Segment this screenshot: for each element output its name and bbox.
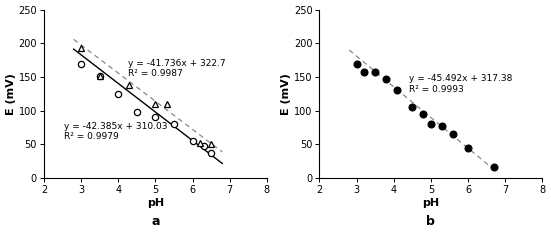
Text: y = -42.385x + 310.03
R² = 0.9979: y = -42.385x + 310.03 R² = 0.9979 [64, 122, 168, 141]
Y-axis label: E (mV): E (mV) [281, 73, 291, 115]
Text: y = -41.736x + 322.7
R² = 0.9987: y = -41.736x + 322.7 R² = 0.9987 [127, 59, 225, 78]
X-axis label: pH: pH [147, 198, 164, 208]
Text: y = -45.492x + 317.38
R² = 0.9993: y = -45.492x + 317.38 R² = 0.9993 [409, 74, 512, 94]
Text: b: b [426, 215, 435, 228]
Text: a: a [151, 215, 160, 228]
X-axis label: pH: pH [422, 198, 440, 208]
Y-axis label: E (mV): E (mV) [6, 73, 15, 115]
